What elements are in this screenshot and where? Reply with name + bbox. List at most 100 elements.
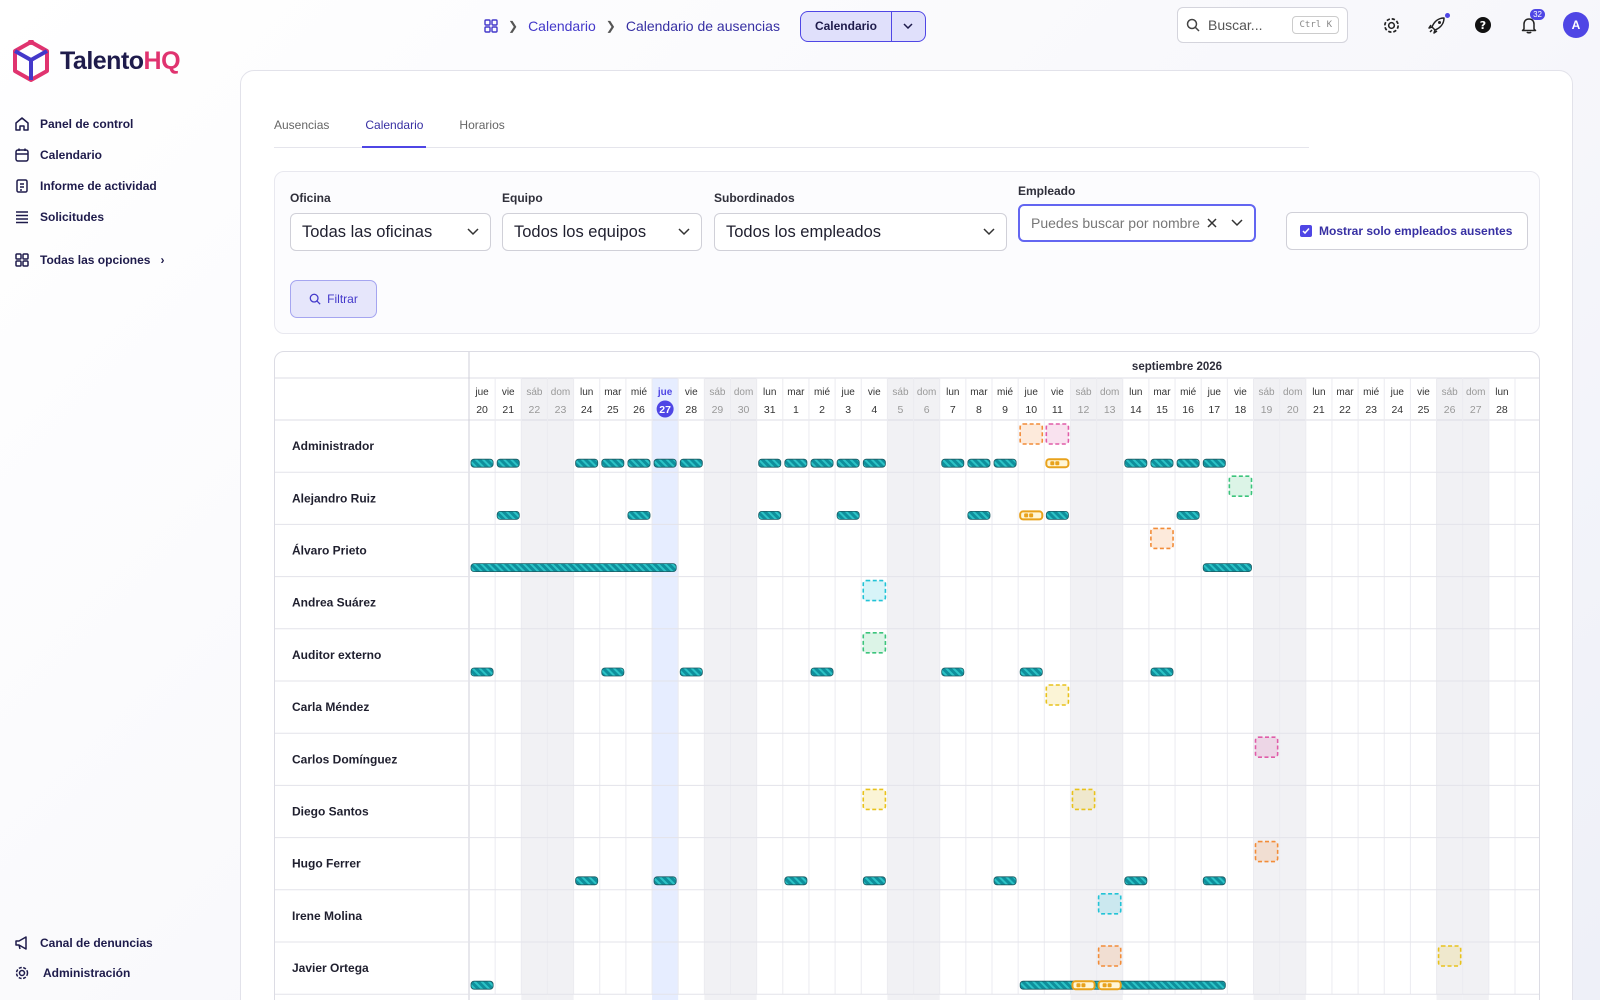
filter-button[interactable]: Filtrar <box>290 280 377 318</box>
shift-bar[interactable] <box>758 510 782 520</box>
logo[interactable]: TalentoHQ <box>12 40 181 82</box>
shift-bar[interactable] <box>941 458 965 468</box>
day-number-label: 23 <box>555 404 567 416</box>
shift-bar[interactable] <box>679 458 703 468</box>
absence-request-pink[interactable] <box>1045 423 1070 445</box>
shift-bar[interactable] <box>1202 563 1252 573</box>
day-number-label: 18 <box>1235 404 1247 416</box>
absence-request-orange[interactable] <box>1254 840 1279 863</box>
shift-bar[interactable] <box>758 458 782 468</box>
shift-bar[interactable] <box>836 510 860 520</box>
shift-bar[interactable] <box>496 458 520 468</box>
team-label: Equipo <box>502 191 543 205</box>
notification-badge: 32 <box>1530 9 1545 20</box>
sidebar-item-label: Calendario <box>40 147 103 162</box>
sidebar-item-panel-de-control[interactable]: Panel de control <box>14 108 164 139</box>
absence-request-yellow[interactable] <box>1071 788 1096 811</box>
office-select[interactable]: Todas las oficinas <box>290 213 491 251</box>
shift-bar[interactable] <box>1124 876 1148 886</box>
sidebar-item-solicitudes[interactable]: Solicitudes <box>14 201 164 232</box>
shift-bar[interactable] <box>575 876 599 886</box>
absence-request-green[interactable] <box>1228 475 1253 497</box>
shift-bar[interactable] <box>784 876 808 886</box>
shift-bar[interactable] <box>1019 667 1043 677</box>
day-number-label: 25 <box>1418 404 1430 416</box>
shift-bar[interactable] <box>993 876 1017 886</box>
shift-bar[interactable] <box>627 510 651 520</box>
clear-icon[interactable] <box>1207 218 1217 228</box>
employee-name: Andrea Suárez <box>292 596 376 610</box>
shift-bar[interactable] <box>1202 876 1226 886</box>
sidebar-item-todas-las-opciones[interactable]: Todas las opciones › <box>14 244 164 275</box>
checkbox[interactable] <box>1300 225 1312 237</box>
day-weekday-label: vie <box>502 387 515 398</box>
shift-bar[interactable] <box>575 458 599 468</box>
logo-text: TalentoHQ <box>60 46 181 75</box>
shift-bar[interactable] <box>967 458 991 468</box>
team-select[interactable]: Todos los equipos <box>502 213 702 251</box>
shift-bar[interactable] <box>601 667 625 677</box>
absence-request-pink[interactable] <box>1254 736 1279 759</box>
shift-bar[interactable] <box>1045 510 1069 520</box>
shift-bar[interactable] <box>1150 458 1174 468</box>
shift-bar[interactable] <box>470 563 677 573</box>
shift-bar[interactable] <box>470 458 494 468</box>
shift-bar[interactable] <box>862 458 886 468</box>
rocket-button[interactable] <box>1425 13 1450 37</box>
settings-button[interactable] <box>1379 13 1403 37</box>
shift-bar[interactable] <box>1124 458 1148 468</box>
only-absent-toggle[interactable]: Mostrar solo empleados ausentes <box>1286 212 1528 250</box>
absence-request-cyan[interactable] <box>1097 892 1122 915</box>
notifications-button[interactable]: 32 <box>1517 9 1545 37</box>
tab-calendario[interactable]: Calendario <box>362 101 427 148</box>
shift-bar[interactable] <box>601 458 625 468</box>
shift-bar[interactable] <box>1202 458 1226 468</box>
shift-bar[interactable] <box>679 667 703 677</box>
sidebar-item-administracion[interactable]: Administración <box>14 958 153 988</box>
apps-icon[interactable] <box>484 19 498 33</box>
shift-bar[interactable] <box>1150 667 1174 677</box>
sidebar-item-calendario[interactable]: Calendario <box>14 139 164 170</box>
sidebar-item-canal-de-denuncias[interactable]: Canal de denuncias <box>14 928 153 958</box>
search-box[interactable]: Buscar... Ctrl K <box>1177 7 1348 43</box>
absence-request-yellow[interactable] <box>1437 945 1462 967</box>
shift-bar[interactable] <box>470 980 494 990</box>
shift-bar[interactable] <box>967 510 991 520</box>
shift-bar[interactable] <box>496 510 520 520</box>
shift-bar[interactable] <box>653 458 677 468</box>
avatar[interactable]: A <box>1563 12 1589 38</box>
absence-request-orange[interactable] <box>1150 527 1174 550</box>
absence-request-yellow[interactable] <box>862 788 887 811</box>
shift-bar[interactable] <box>941 667 965 677</box>
weekend-column <box>1279 378 1306 1000</box>
absence-request-orange[interactable] <box>1019 423 1044 445</box>
tab-horarios[interactable]: Horarios <box>459 118 505 132</box>
shift-bar[interactable] <box>1176 458 1200 468</box>
shift-bar[interactable] <box>993 458 1017 468</box>
help-button[interactable]: ? <box>1471 13 1495 37</box>
absence-request-yellow[interactable] <box>1045 684 1070 706</box>
sidebar-item-informe-de-actividad[interactable]: Informe de actividad <box>14 170 164 201</box>
shift-bar[interactable] <box>627 458 651 468</box>
employee-name: Carlos Domínguez <box>292 752 397 766</box>
shift-bar[interactable] <box>862 876 886 886</box>
shift-bar[interactable] <box>1176 510 1200 520</box>
shift-bar[interactable] <box>810 458 834 468</box>
topbar: ❯ Calendario ❯ Calendario de ausencias C… <box>236 0 1600 50</box>
shift-bar[interactable] <box>810 667 834 677</box>
tab-ausencias[interactable]: Ausencias <box>274 118 330 132</box>
shift-bar[interactable] <box>784 458 808 468</box>
view-switch-dropdown[interactable] <box>890 11 925 41</box>
team-value: Todos los equipos <box>514 222 647 241</box>
shift-bar[interactable] <box>1019 980 1226 990</box>
shift-bar[interactable] <box>836 458 860 468</box>
absence-request-cyan[interactable] <box>862 579 887 602</box>
subordinates-select[interactable]: Todos los empleados <box>714 213 1007 251</box>
shift-bar[interactable] <box>653 876 677 886</box>
breadcrumb-item[interactable]: Calendario <box>528 18 596 34</box>
view-switch-button[interactable]: Calendario <box>814 18 877 33</box>
employee-search-input[interactable]: Puedes buscar por nombre <box>1018 204 1256 242</box>
absence-request-orange[interactable] <box>1097 945 1122 967</box>
shift-bar[interactable] <box>470 667 494 677</box>
absence-request-green[interactable] <box>862 631 887 654</box>
